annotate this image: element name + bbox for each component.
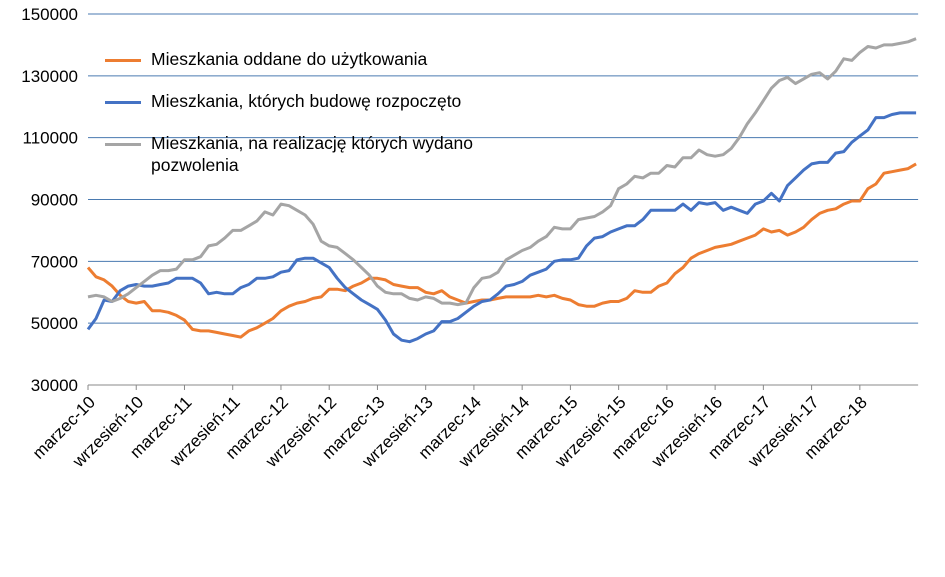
legend-label: Mieszkania oddane do użytkowania xyxy=(151,49,428,69)
legend-swatch xyxy=(105,101,141,104)
series-line xyxy=(86,111,917,344)
legend-label: Mieszkania, których budowę rozpoczęto xyxy=(151,91,462,111)
legend-item: Mieszkania oddane do użytkowania xyxy=(105,48,505,70)
series-line xyxy=(86,162,917,339)
legend-label: Mieszkania, na realizację których wydano… xyxy=(151,133,473,175)
legend-swatch xyxy=(105,59,141,62)
y-tick-label: 90000 xyxy=(31,191,78,210)
y-tick-label: 70000 xyxy=(31,252,78,271)
legend-swatch xyxy=(105,143,141,146)
legend: Mieszkania oddane do użytkowania Mieszkan… xyxy=(105,48,505,196)
legend-item: Mieszkania, na realizację których wydano… xyxy=(105,132,505,176)
y-tick-label: 50000 xyxy=(31,314,78,333)
y-tick-label: 30000 xyxy=(31,376,78,395)
y-tick-label: 150000 xyxy=(21,5,78,24)
y-tick-label: 130000 xyxy=(21,67,78,86)
y-tick-label: 110000 xyxy=(23,129,78,148)
legend-item: Mieszkania, których budowę rozpoczęto xyxy=(105,90,505,112)
series-line xyxy=(87,37,917,307)
